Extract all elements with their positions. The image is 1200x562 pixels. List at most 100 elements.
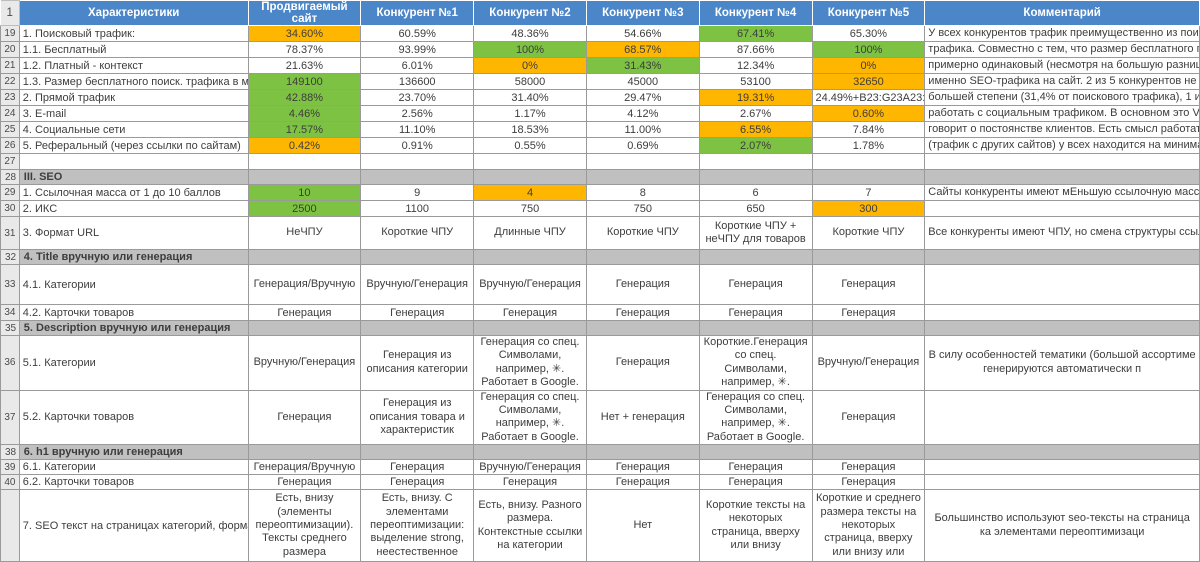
data-cell-col3[interactable]: 100%: [473, 41, 587, 58]
comment-cell[interactable]: В силу особенностей тематики (большой ас…: [924, 335, 1200, 391]
section-label[interactable]: 4. Title вручную или генерация: [18, 249, 249, 265]
data-cell-col3[interactable]: [473, 153, 587, 170]
data-cell-col6[interactable]: Генерация: [811, 474, 926, 491]
row-label[interactable]: 6.2. Карточки товаров: [18, 474, 249, 491]
comment-cell[interactable]: работать с социальным трафиком. В основн…: [924, 105, 1200, 122]
data-cell-col3[interactable]: 48.36%: [473, 25, 587, 42]
data-cell-col3[interactable]: 31.40%: [473, 89, 587, 106]
row-label[interactable]: 3. E-mail: [18, 105, 249, 122]
column-header-1[interactable]: Характеристики: [18, 0, 249, 26]
data-cell-col5[interactable]: 2.07%: [698, 137, 813, 154]
comment-cell[interactable]: [924, 200, 1200, 217]
comment-cell[interactable]: Сайты конкуренты имеют мЕньшую ссылочную…: [924, 184, 1200, 201]
data-cell-col4[interactable]: Генерация: [585, 304, 700, 321]
section-label[interactable]: 6. h1 вручную или генерация: [18, 444, 249, 461]
data-cell-col5[interactable]: 6.55%: [698, 121, 813, 138]
row-label[interactable]: 5.1. Категории: [18, 335, 249, 391]
data-cell-col1[interactable]: 10: [247, 184, 362, 201]
data-cell-col3[interactable]: Генерация: [473, 304, 587, 321]
data-cell-col4[interactable]: 31.43%: [585, 57, 700, 74]
data-cell-col6[interactable]: 7: [811, 184, 926, 201]
row-label[interactable]: 1. Ссылочная масса от 1 до 10 баллов: [18, 184, 249, 201]
column-header-8[interactable]: Комментарий: [924, 0, 1200, 26]
data-cell-col6[interactable]: Вручную/Генерация: [811, 335, 926, 391]
data-cell-col5[interactable]: 650: [698, 200, 813, 217]
data-cell-col6[interactable]: 24.49%+B23:G23A23:G23: [811, 89, 926, 106]
data-cell-col1[interactable]: 149100: [247, 73, 362, 90]
data-cell-col4[interactable]: 0.69%: [585, 137, 700, 154]
row-label[interactable]: 3. Формат URL: [18, 216, 249, 250]
data-cell-col6[interactable]: Генерация: [811, 304, 926, 321]
comment-cell[interactable]: именно SEO-трафика на сайт. 2 из 5 конку…: [924, 73, 1200, 90]
data-cell-col1[interactable]: 34.60%: [247, 25, 362, 42]
data-cell-col5[interactable]: Генерация: [698, 459, 813, 476]
data-cell-col1[interactable]: 4.46%: [247, 105, 362, 122]
data-cell-col2[interactable]: 6.01%: [360, 57, 475, 74]
data-cell-col1[interactable]: [247, 153, 362, 170]
data-cell-col5[interactable]: 53100: [698, 73, 813, 90]
data-cell-col2[interactable]: Есть, внизу. С элементами переоптимизаци…: [360, 489, 475, 562]
data-cell-col5[interactable]: 87.66%: [698, 41, 813, 58]
comment-cell[interactable]: говорит о постоянстве клиентов. Есть смы…: [924, 121, 1200, 138]
data-cell-col3[interactable]: Генерация со спец. Символами, например, …: [473, 335, 587, 391]
data-cell-col6[interactable]: Короткие и среднего размера тексты на не…: [811, 489, 926, 562]
data-cell-col3[interactable]: Генерация: [473, 474, 587, 491]
data-cell-col2[interactable]: Генерация: [360, 459, 475, 476]
column-header-4[interactable]: Конкурент №2: [473, 0, 587, 26]
data-cell-col5[interactable]: Короткие тексты на некоторых страница, в…: [698, 489, 813, 562]
data-cell-col3[interactable]: Вручную/Генерация: [473, 264, 587, 305]
data-cell-col1[interactable]: 2500: [247, 200, 362, 217]
data-cell-col1[interactable]: Генерация: [247, 474, 362, 491]
comment-cell[interactable]: большей степени (31,4% от поискового тра…: [924, 89, 1200, 106]
data-cell-col3[interactable]: Длинные ЧПУ: [473, 216, 587, 250]
comment-cell[interactable]: Все конкуренты имеют ЧПУ, но смена струк…: [924, 216, 1200, 250]
data-cell-col6[interactable]: 32650: [811, 73, 926, 90]
data-cell-col4[interactable]: Нет + генерация: [585, 389, 700, 446]
data-cell-col1[interactable]: 78.37%: [247, 41, 362, 58]
data-cell-col2[interactable]: 1100: [360, 200, 475, 217]
data-cell-col2[interactable]: [360, 153, 475, 170]
data-cell-col4[interactable]: 54.66%: [585, 25, 700, 42]
data-cell-col5[interactable]: 12.34%: [698, 57, 813, 74]
data-cell-col4[interactable]: Генерация: [585, 474, 700, 491]
data-cell-col4[interactable]: 68.57%: [585, 41, 700, 58]
data-cell-col2[interactable]: Короткие ЧПУ: [360, 216, 475, 250]
data-cell-col3[interactable]: Генерация со спец. Символами, например, …: [473, 389, 587, 446]
data-cell-col4[interactable]: Генерация: [585, 335, 700, 391]
data-cell-col4[interactable]: 8: [585, 184, 700, 201]
data-cell-col2[interactable]: 11.10%: [360, 121, 475, 138]
row-label[interactable]: [18, 153, 249, 170]
row-label[interactable]: 4.1. Категории: [18, 264, 249, 305]
data-cell-col2[interactable]: 9: [360, 184, 475, 201]
data-cell-col1[interactable]: 0.42%: [247, 137, 362, 154]
data-cell-col3[interactable]: 0.55%: [473, 137, 587, 154]
data-cell-col3[interactable]: Вручную/Генерация: [473, 459, 587, 476]
comment-cell[interactable]: примерно одинаковый (несмотря на большую…: [924, 57, 1200, 74]
comment-cell[interactable]: [924, 153, 1200, 170]
row-label[interactable]: 5. Реферальный (через ссылки по сайтам): [18, 137, 249, 154]
row-label[interactable]: 7. SEO текст на страницах категорий, фор…: [18, 489, 249, 562]
data-cell-col6[interactable]: 0.60%: [811, 105, 926, 122]
data-cell-col5[interactable]: Генерация: [698, 304, 813, 321]
data-cell-col5[interactable]: 2.67%: [698, 105, 813, 122]
data-cell-col1[interactable]: 17.57%: [247, 121, 362, 138]
section-label[interactable]: III. SEO: [18, 169, 249, 185]
comment-cell[interactable]: [924, 304, 1200, 321]
comment-cell[interactable]: [924, 459, 1200, 476]
data-cell-col4[interactable]: [585, 153, 700, 170]
section-label[interactable]: 5. Description вручную или генерация: [18, 320, 249, 336]
comment-cell[interactable]: [924, 474, 1200, 491]
data-cell-col6[interactable]: 1.78%: [811, 137, 926, 154]
data-cell-col3[interactable]: 18.53%: [473, 121, 587, 138]
data-cell-col4[interactable]: 4.12%: [585, 105, 700, 122]
row-label[interactable]: 1.3. Размер бесплатного поиск. трафика в…: [18, 73, 249, 90]
data-cell-col3[interactable]: Есть, внизу. Разного размера. Контекстны…: [473, 489, 587, 562]
data-cell-col2[interactable]: 60.59%: [360, 25, 475, 42]
data-cell-col3[interactable]: 1.17%: [473, 105, 587, 122]
comment-cell[interactable]: (трафик с других сайтов) у всех находитс…: [924, 137, 1200, 154]
data-cell-col6[interactable]: Генерация: [811, 389, 926, 446]
data-cell-col4[interactable]: 11.00%: [585, 121, 700, 138]
row-label[interactable]: 4.2. Карточки товаров: [18, 304, 249, 321]
comment-cell[interactable]: [924, 264, 1200, 305]
data-cell-col4[interactable]: Нет: [585, 489, 700, 562]
